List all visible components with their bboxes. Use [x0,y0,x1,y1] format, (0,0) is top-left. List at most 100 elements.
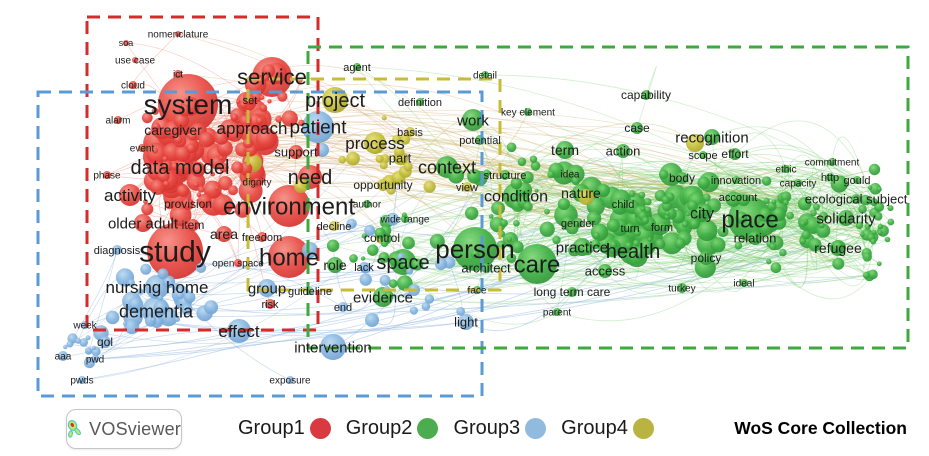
term-bubble [624,242,633,250]
term-bubble [162,275,176,288]
term-label: older adult [108,215,179,232]
term-bubble [818,211,829,222]
term-bubble [424,294,435,304]
term-bubble [231,161,244,174]
term-bubble [112,245,122,255]
term-bubble [644,206,652,214]
term-bubble [647,237,652,242]
term-bubble [289,145,303,159]
term-bubble [143,199,148,205]
term-label: access [585,264,626,279]
term-bubble [157,170,170,183]
term-bubble [392,134,402,145]
term-bubble [853,176,861,184]
term-bubble [453,227,497,271]
term-bubble [353,63,361,71]
term-bubble [641,216,650,225]
term-label: intervention [294,339,372,356]
term-bubble [123,40,129,46]
term-label: system [144,89,233,120]
term-bubble [654,238,666,250]
term-bubble [740,279,748,287]
legend-label-group3: Group3 [453,416,521,439]
term-bubble [779,249,787,257]
term-bubble [506,236,513,243]
term-label: nomenclature [148,30,209,41]
term-bubble [832,240,844,253]
term-bubble [766,258,772,265]
term-bubble [258,279,276,297]
footer-bar: VOSviewer Group1 Group2 Group3 Group4 Wo… [0,400,929,456]
term-label: support [274,145,318,160]
term-bubble [481,71,489,79]
term-bubble [458,314,474,330]
term-bubble [401,212,407,218]
term-label: author [353,200,382,211]
term-label: space [376,252,429,274]
term-bubble [729,148,741,160]
term-label: long term care [534,285,611,299]
term-bubble [152,122,161,131]
term-bubble [699,251,713,265]
term-label: innovation [711,175,761,187]
term-label: soa [119,38,134,48]
term-bubble [828,158,836,166]
term-bubble [401,215,409,223]
term-bubble [195,262,207,273]
term-bubble [641,90,651,100]
term-bubble [838,210,854,226]
term-bubble [163,180,170,187]
legend-label-group1: Group1 [238,416,305,439]
term-bubble [868,269,878,280]
term-bubble [379,274,391,286]
term-bubble [219,163,229,173]
term-bubble [78,376,86,384]
term-bubble [771,206,786,222]
term-bubble [763,197,770,204]
term-bubble [530,161,541,171]
term-bubble [75,338,81,344]
group2-box [306,45,910,350]
term-bubble [523,201,533,212]
term-bubble [704,129,720,145]
term-label: group [248,280,286,297]
term-bubble [149,179,166,195]
term-bubble [402,236,415,250]
group1-box [85,15,320,332]
term-bubble [183,291,196,304]
term-bubble [138,144,146,152]
term-bubble [761,176,772,186]
term-bubble [174,316,180,322]
term-label: phase [93,171,121,182]
term-bubble [174,135,183,144]
network-map-svg: nomenclature soa use case ict cloud service se… [36,15,910,398]
term-bubble [226,125,244,142]
term-bubble [176,291,184,300]
term-bubble [631,122,643,134]
term-bubble [665,211,670,216]
term-label: face [468,286,487,297]
term-label: view [456,182,478,194]
term-bubble [797,197,812,211]
term-bubble [397,275,413,291]
term-bubble [364,224,376,236]
term-label: guideline [288,286,332,298]
term-bubble [830,175,848,193]
term-bubble [735,211,748,224]
term-bubble [860,232,865,238]
term-bubble [63,344,68,350]
term-bubble [513,220,520,227]
term-label: http [821,172,839,184]
term-bubble [462,182,472,192]
term-bubble [178,104,191,117]
term-bubble [234,259,242,267]
term-bubble [566,164,585,184]
term-bubble [625,223,635,233]
term-bubble [517,157,527,167]
term-label: use case [115,56,155,67]
term-bubble [552,235,561,245]
term-bubble [862,271,870,279]
term-bubble [359,262,369,272]
term-bubble [810,209,817,217]
term-bubble [114,116,122,124]
